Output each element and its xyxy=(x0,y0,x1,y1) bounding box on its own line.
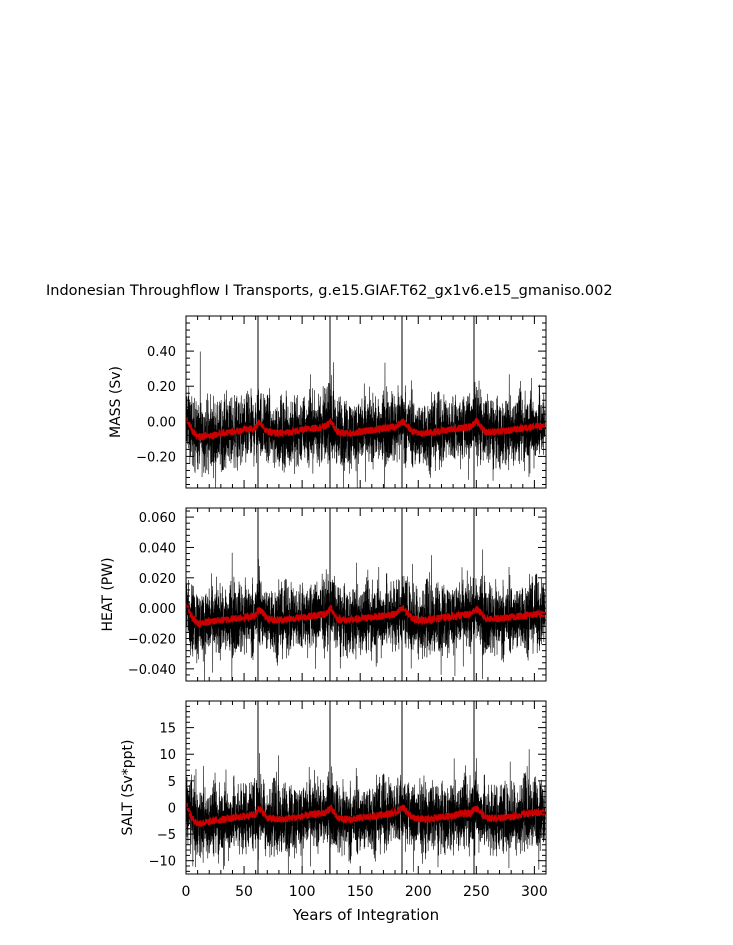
x-tick-label: 300 xyxy=(521,884,548,900)
plot-area xyxy=(186,316,546,488)
x-tick-label: 200 xyxy=(405,884,432,900)
y-axis-label: HEAT (PW) xyxy=(100,557,116,631)
annual-mean-line xyxy=(186,602,546,629)
x-tick-label: 150 xyxy=(347,884,374,900)
y-tick-label: 0.020 xyxy=(139,572,176,587)
mass-panel: −0.20 0.00 0.20 0.40 MASS (Sv) xyxy=(108,315,547,489)
plot-area xyxy=(186,701,546,874)
y-tick-label: 0.060 xyxy=(139,511,176,526)
salt-panel: −10 −5 0 5 10 15 SALT (Sv*ppt) 0 50 100 150 200 250 3… xyxy=(120,700,548,900)
y-tick-label: −0.040 xyxy=(128,663,176,678)
monthly-series-line xyxy=(186,742,546,874)
monthly-series-line xyxy=(186,351,546,488)
x-tick-label: 50 xyxy=(235,884,253,900)
plot-area xyxy=(186,508,546,681)
y-tick-label: 0.040 xyxy=(139,541,176,556)
plot-frame xyxy=(185,700,547,875)
x-tick-label: 100 xyxy=(289,884,316,900)
x-tick-label: 250 xyxy=(463,884,490,900)
annual-mean-line xyxy=(186,417,546,441)
figure-title: Indonesian Throughflow I Transports, g.e… xyxy=(46,283,613,299)
annual-mean-line xyxy=(186,801,546,829)
y-tick-label: 15 xyxy=(159,722,176,737)
y-axis-label: SALT (Sv*ppt) xyxy=(120,740,136,836)
y-axis-label: MASS (Sv) xyxy=(108,366,124,438)
y-tick-label: −0.20 xyxy=(136,450,176,465)
y-tick-label: 0.20 xyxy=(147,380,176,395)
plot-frame xyxy=(185,315,547,489)
y-tick-label: 0.000 xyxy=(139,602,176,617)
y-tick-label: −10 xyxy=(149,855,176,870)
plot-frame xyxy=(185,507,547,682)
y-tick-label: 5 xyxy=(168,775,176,790)
y-tick-label: 10 xyxy=(159,748,176,763)
y-tick-label: 0.00 xyxy=(147,415,176,430)
y-tick-label: 0 xyxy=(168,801,176,816)
x-axis-label: Years of Integration xyxy=(292,906,439,924)
heat-panel: −0.040 −0.020 0.000 0.020 0.040 0.060 HEAT (PW… xyxy=(100,507,547,682)
y-tick-label: −0.020 xyxy=(128,633,176,648)
y-tick-label: −5 xyxy=(157,828,176,843)
y-tick-label: 0.40 xyxy=(147,345,176,360)
x-tick-label: 0 xyxy=(182,884,191,900)
